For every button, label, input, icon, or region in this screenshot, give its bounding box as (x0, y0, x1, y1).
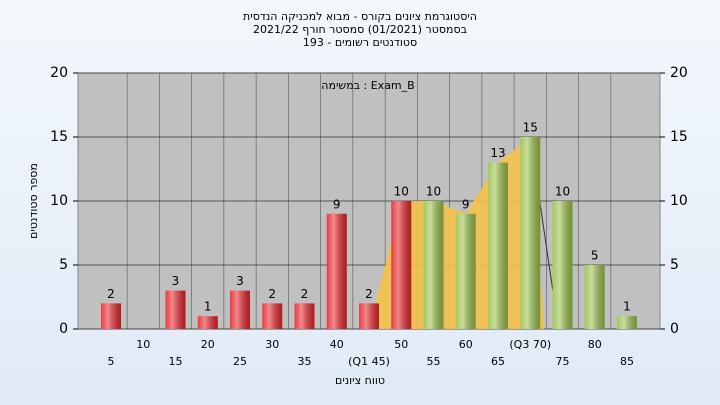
value-label: 10 (394, 185, 409, 199)
value-label: 1 (623, 300, 631, 314)
y-axis-label: מספר סטודנטים (27, 163, 40, 239)
title-line: סטודנטים רשומים - 193 (303, 36, 417, 49)
title-line: בסמסטר (01/2021) סמסטר חורף 2021/22 (253, 23, 467, 36)
bar-shine (165, 290, 186, 329)
value-label: 3 (172, 274, 180, 288)
x-tick-label: 80 (588, 338, 602, 351)
y-tick-label: 15 (50, 129, 68, 145)
y-tick-label: 5 (59, 257, 68, 273)
x-tick-label: 75 (556, 355, 570, 368)
x-tick-label: 50 (394, 338, 408, 351)
value-label: 9 (333, 197, 341, 211)
bar-shine (262, 303, 283, 329)
value-label: 13 (490, 146, 505, 160)
x-tick-label: (Q3 70) (509, 338, 551, 351)
value-label: 10 (426, 185, 441, 199)
bar-shine (391, 201, 412, 329)
bar-shine (197, 316, 218, 329)
bar-shine (488, 162, 508, 329)
x-tick-label: 65 (491, 355, 505, 368)
x-tick-label: 15 (169, 355, 183, 368)
bar-shine (101, 303, 121, 329)
y2-tick-label: 10 (670, 193, 688, 209)
x-tick-label: 85 (620, 355, 634, 368)
x-tick-label: 20 (201, 338, 215, 351)
value-label: 1 (204, 300, 212, 314)
value-label: 2 (365, 287, 373, 301)
y2-tick-label: 0 (670, 321, 679, 337)
value-label: 10 (555, 185, 570, 199)
y2-tick-label: 15 (670, 129, 688, 145)
value-label: 3 (236, 274, 244, 288)
y-tick-label: 20 (50, 65, 68, 81)
x-tick-label: 5 (108, 355, 115, 368)
bar-shine (359, 303, 379, 329)
x-tick-label: 25 (233, 355, 247, 368)
y2-tick-label: 20 (670, 65, 688, 81)
bar-shine (423, 201, 444, 329)
bar-shine (455, 213, 476, 329)
x-tick-label: 10 (136, 338, 150, 351)
x-tick-label: 55 (427, 355, 441, 368)
title-line: היסטוגרמת ציונים בקורס - מבוא למכניקה הנ… (243, 10, 477, 23)
value-label: 9 (462, 197, 470, 211)
y-tick-label: 10 (50, 193, 68, 209)
x-tick-label: 40 (330, 338, 344, 351)
value-label: 15 (523, 121, 538, 135)
y2-tick-label: 5 (670, 257, 679, 273)
bar-shine (230, 290, 250, 329)
bar-shine (584, 265, 605, 329)
x-tick-label: (Q1 45) (348, 355, 390, 368)
x-tick-label: 35 (298, 355, 312, 368)
value-label: 2 (107, 287, 115, 301)
bar-shine (294, 303, 315, 329)
bar-shine (552, 201, 573, 329)
y-tick-label: 0 (59, 321, 68, 337)
x-tick-label: 30 (265, 338, 279, 351)
value-label: 2 (301, 287, 309, 301)
bar-shine (520, 137, 541, 329)
value-label: 2 (268, 287, 276, 301)
x-axis-label: טווח ציונים (335, 374, 385, 387)
annotation: במשימה : Exam_B (321, 79, 414, 92)
bar-shine (326, 213, 347, 329)
x-tick-label: 60 (459, 338, 473, 351)
value-label: 5 (591, 249, 599, 263)
bar-shine (617, 316, 637, 329)
